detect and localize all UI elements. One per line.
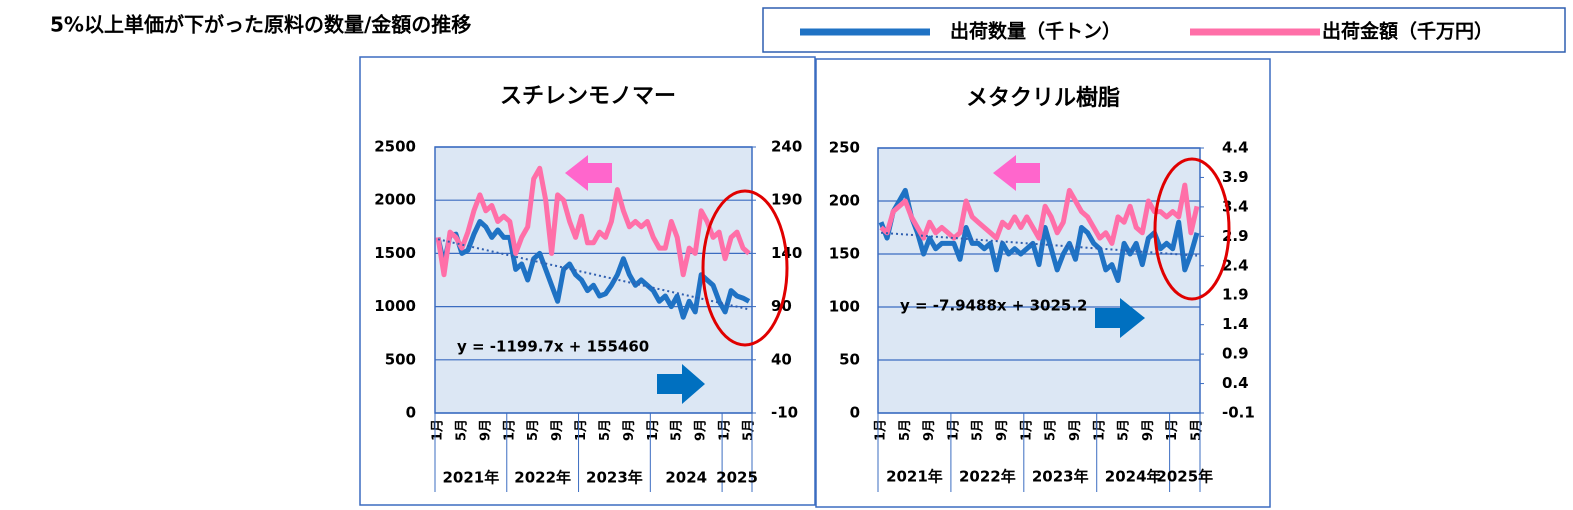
trendline-equation: y = -7.9488x + 3025.2 (900, 297, 1087, 315)
arrow-left (565, 155, 612, 191)
y2-tick-label: -0.1 (1222, 404, 1255, 422)
x-tick-label: 5月 (598, 419, 613, 441)
group-label: 2021年 (443, 469, 500, 487)
y-tick-label: 0 (850, 404, 860, 422)
group-label: 2024 (665, 469, 707, 487)
y2-tick-label: 0.9 (1222, 345, 1249, 363)
x-tick-label: 5月 (971, 419, 986, 441)
group-label: 2025年 (1156, 468, 1213, 486)
highlight-circle (1153, 157, 1231, 301)
chart-title: スチレンモノマー (500, 84, 676, 109)
y2-tick-label: 2.9 (1222, 227, 1249, 245)
page-title: 5%以上単価が下がった原料の数量/金額の推移 (50, 13, 471, 37)
group-label: 2023年 (586, 469, 643, 487)
chart-title: メタクリル樹脂 (966, 85, 1120, 111)
plot-area (877, 147, 1201, 414)
y-tick-label: 0 (406, 404, 416, 422)
x-tick-label: 9月 (694, 419, 709, 441)
x-tick-label: 5月 (454, 419, 469, 441)
group-label: 2023年 (1032, 468, 1089, 486)
group-label: 2024年 (1105, 468, 1162, 486)
legend-label: 出荷金額（千万円） (1322, 20, 1493, 43)
x-tick-label: 5月 (526, 419, 541, 441)
x-tick-label: 9月 (922, 419, 937, 441)
x-tick-label: 1月 (874, 419, 889, 441)
x-tick-label: 9月 (478, 419, 493, 441)
x-tick-label: 1月 (646, 419, 661, 441)
trendline (437, 238, 750, 311)
trendline-equation: y = -1199.7x + 155460 (457, 338, 649, 356)
chart: スチレンモノマー05001000150020002500-10409014019… (374, 84, 802, 492)
series-line (435, 219, 751, 320)
x-tick-label: 9月 (1068, 419, 1083, 441)
x-tick-label: 1月 (1165, 419, 1180, 441)
y2-tick-label: 1.4 (1222, 315, 1249, 333)
arrow-left (993, 155, 1040, 191)
x-tick-label: 5月 (898, 419, 913, 441)
x-tick-label: 1月 (1019, 419, 1034, 441)
x-tick-label: 9月 (550, 419, 565, 441)
x-tick-label: 1月 (718, 419, 733, 441)
group-label: 2021年 (886, 468, 943, 486)
y2-tick-label: 40 (771, 350, 792, 368)
x-tick-label: 1月 (502, 419, 517, 441)
x-tick-label: 1月 (574, 419, 589, 441)
x-tick-label: 9月 (1141, 419, 1156, 441)
y2-tick-label: 4.4 (1222, 139, 1249, 157)
y2-tick-label: -10 (771, 404, 798, 422)
series-line (879, 182, 1200, 246)
group-label: 2022年 (514, 469, 571, 487)
y-tick-label: 2500 (374, 138, 416, 156)
y-tick-label: 100 (829, 298, 860, 316)
chart: メタクリル樹脂 0 50 100 150 200 250 -0.1 0.4 0.9 1.4 1.9 2.… (829, 85, 1255, 492)
y2-tick-label: 2.4 (1222, 256, 1249, 274)
arrow-right (1095, 298, 1145, 338)
y-tick-label: 200 (829, 192, 860, 210)
y2-tick-label: 190 (771, 191, 802, 209)
y-tick-label: 50 (839, 351, 860, 369)
x-tick-label: 5月 (670, 419, 685, 441)
y2-tick-label: 0.4 (1222, 374, 1249, 392)
group-label: 2022年 (959, 468, 1016, 486)
x-tick-label: 5月 (1189, 419, 1204, 441)
x-tick-label: 9月 (622, 419, 637, 441)
y-tick-label: 2000 (374, 191, 416, 209)
arrow-right (657, 364, 705, 404)
y-tick-label: 500 (385, 350, 416, 368)
x-tick-label: 9月 (995, 419, 1010, 441)
x-tick-label: 1月 (946, 419, 961, 441)
y2-tick-label: 240 (771, 138, 802, 156)
x-tick-label: 5月 (742, 419, 757, 441)
y-tick-label: 150 (829, 245, 860, 263)
x-tick-label: 1月 (1092, 419, 1107, 441)
highlight-circle (701, 189, 789, 347)
series-line (435, 165, 751, 278)
y2-tick-label: 3.9 (1222, 168, 1249, 186)
series-line (878, 187, 1200, 283)
y-tick-label: 250 (829, 139, 860, 157)
x-tick-label: 5月 (1044, 419, 1059, 441)
group-label: 2025 (716, 469, 758, 487)
legend-label: 出荷数量（千トン） (950, 20, 1121, 43)
y-tick-label: 1000 (374, 297, 416, 315)
x-tick-label: 1月 (430, 419, 445, 441)
y2-tick-label: 1.9 (1222, 286, 1249, 304)
charts: スチレンモノマー05001000150020002500-10409014019… (374, 84, 1255, 492)
y-tick-label: 1500 (374, 244, 416, 262)
x-tick-label: 5月 (1117, 419, 1132, 441)
